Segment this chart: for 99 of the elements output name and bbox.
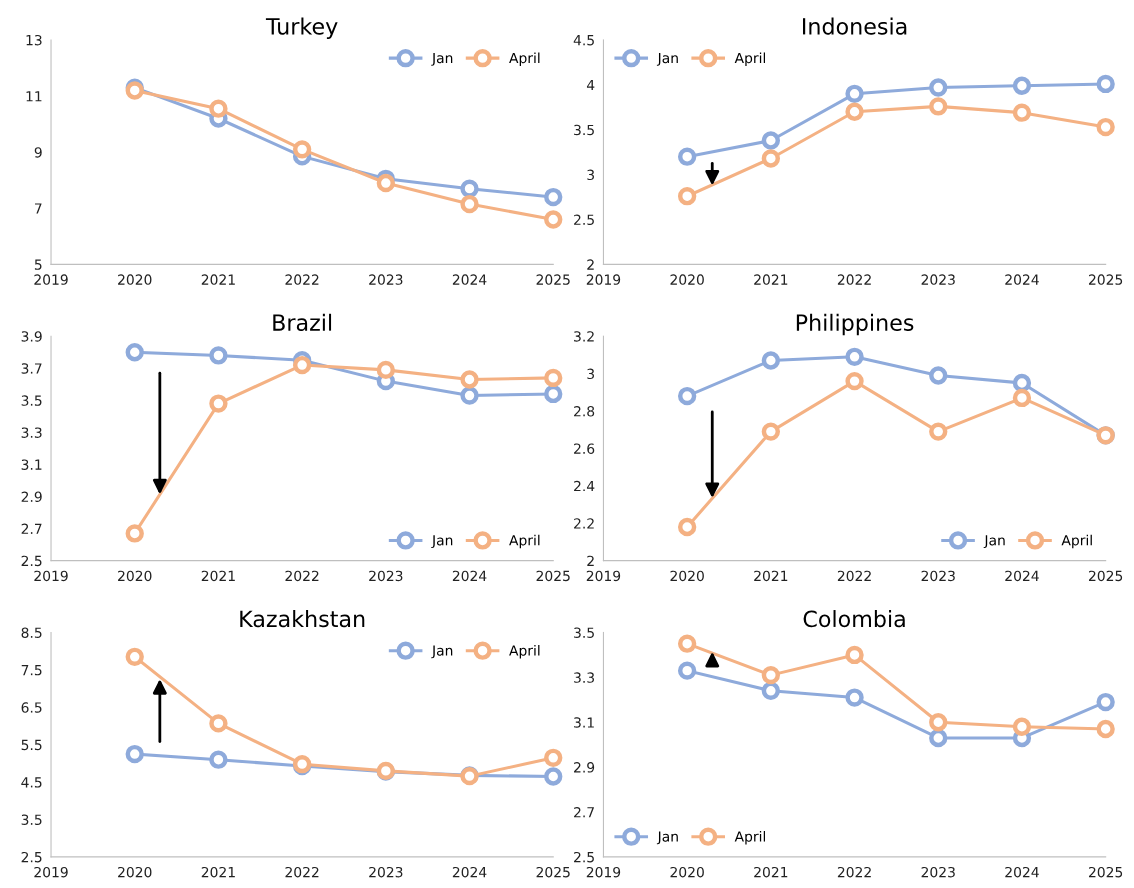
x-tick-label: 2024 xyxy=(1005,866,1039,878)
x-tick-label: 2023 xyxy=(369,570,403,582)
y-tick-label: 2 xyxy=(587,555,594,566)
x-tick-label: 2023 xyxy=(921,274,955,285)
y-tick-label: 2.4 xyxy=(574,480,595,492)
y-tick-label: 2.6 xyxy=(574,443,595,454)
x-tick-label: 2022 xyxy=(285,866,319,878)
x-tick-label: 2023 xyxy=(921,570,955,582)
y-tick-label: 4.5 xyxy=(21,777,42,788)
y-tick-label: 2.5 xyxy=(21,555,42,567)
x-tick-label: 2019 xyxy=(586,570,621,582)
y-tick-label: 2.7 xyxy=(21,523,42,534)
x-tick-label: 2020 xyxy=(670,274,704,285)
chart-title: Indonesia xyxy=(803,17,907,35)
x-tick-label: 2024 xyxy=(452,274,487,285)
y-tick-label: 9 xyxy=(34,147,42,158)
y-tick-label: 2.9 xyxy=(21,491,42,503)
x-tick-label: 2022 xyxy=(837,866,871,878)
legend-label: April xyxy=(509,52,540,66)
y-tick-label: 6.5 xyxy=(21,702,42,713)
x-tick-label: 2019 xyxy=(34,274,68,285)
x-tick-label: 2023 xyxy=(921,866,955,878)
y-tick-label: 2.5 xyxy=(574,851,594,863)
y-tick-label: 13 xyxy=(26,34,42,46)
legend-label: Jan xyxy=(656,52,678,66)
y-tick-label: 2.5 xyxy=(574,214,594,225)
x-tick-label: 2025 xyxy=(536,866,570,878)
legend-label: April xyxy=(734,830,766,845)
x-tick-label: 2024 xyxy=(1005,274,1039,285)
legend-label: Jan xyxy=(431,535,453,549)
x-tick-label: 2022 xyxy=(837,570,871,582)
x-tick-label: 2021 xyxy=(754,866,788,878)
chart-title: Philippines xyxy=(796,313,914,336)
x-tick-label: 2025 xyxy=(536,274,570,285)
x-tick-label: 2025 xyxy=(1088,866,1123,878)
x-tick-label: 2023 xyxy=(369,866,403,878)
x-tick-label: 2019 xyxy=(586,866,621,878)
chart-title: Brazil xyxy=(273,313,332,331)
x-tick-label: 2022 xyxy=(837,274,871,285)
y-tick-label: 11 xyxy=(26,91,42,102)
y-tick-label: 3.5 xyxy=(574,627,594,638)
y-tick-label: 8.5 xyxy=(21,627,42,638)
x-tick-label: 2025 xyxy=(536,570,570,582)
legend-label: April xyxy=(509,644,540,659)
x-tick-label: 2022 xyxy=(285,274,319,285)
y-tick-label: 7.5 xyxy=(21,665,42,676)
x-tick-label: 2019 xyxy=(34,570,68,582)
x-tick-label: 2019 xyxy=(586,274,621,285)
x-tick-label: 2025 xyxy=(1088,570,1123,582)
legend-label: April xyxy=(509,534,540,549)
y-tick-label: 4.5 xyxy=(573,35,594,46)
x-tick-label: 2021 xyxy=(754,570,788,582)
chart-title: Kazakhstan xyxy=(240,610,365,628)
y-tick-label: 2.2 xyxy=(574,518,594,529)
y-tick-label: 7 xyxy=(35,203,42,214)
x-tick-label: 2024 xyxy=(452,866,487,878)
x-tick-label: 2024 xyxy=(1005,570,1039,582)
legend-label: Jan xyxy=(656,831,678,845)
x-tick-label: 2020 xyxy=(118,570,152,582)
y-tick-label: 2 xyxy=(587,259,594,270)
legend-label: Jan xyxy=(431,645,453,659)
x-tick-label: 2021 xyxy=(201,866,235,878)
y-tick-label: 3.5 xyxy=(21,395,42,406)
y-tick-label: 3 xyxy=(587,368,594,380)
x-tick-label: 2021 xyxy=(201,274,235,285)
y-tick-label: 3.2 xyxy=(574,331,594,342)
legend-label: April xyxy=(734,52,766,66)
x-tick-label: 2020 xyxy=(670,866,704,878)
legend-label: Jan xyxy=(431,52,453,66)
x-tick-label: 2019 xyxy=(34,866,68,878)
y-tick-label: 5.5 xyxy=(21,739,42,751)
y-tick-label: 3 xyxy=(587,169,594,181)
y-tick-label: 5 xyxy=(34,259,42,270)
x-tick-label: 2020 xyxy=(118,274,152,285)
legend-label: Jan xyxy=(983,535,1005,549)
legend-label: April xyxy=(1061,534,1092,549)
chart-title: Turkey xyxy=(265,17,338,40)
y-tick-label: 3.1 xyxy=(21,459,42,470)
y-tick-label: 2.9 xyxy=(574,762,595,773)
x-tick-label: 2024 xyxy=(452,570,487,582)
chart-title: Colombia xyxy=(803,610,905,628)
y-tick-label: 3.3 xyxy=(574,672,594,683)
x-tick-label: 2022 xyxy=(285,570,319,582)
y-tick-label: 3.5 xyxy=(21,814,42,825)
x-tick-label: 2020 xyxy=(670,570,704,582)
x-tick-label: 2020 xyxy=(118,866,152,878)
y-tick-label: 3.3 xyxy=(21,427,42,438)
y-tick-label: 4 xyxy=(586,80,595,91)
y-tick-label: 3.1 xyxy=(574,717,594,728)
x-tick-label: 2021 xyxy=(754,274,788,285)
x-tick-label: 2021 xyxy=(201,570,235,582)
x-tick-label: 2023 xyxy=(369,274,403,285)
y-tick-label: 3.9 xyxy=(21,331,42,342)
y-tick-label: 2.5 xyxy=(21,851,42,863)
y-tick-label: 2.7 xyxy=(574,807,594,818)
y-tick-label: 2.8 xyxy=(574,406,595,417)
y-tick-label: 3.5 xyxy=(574,124,594,136)
y-tick-label: 3.7 xyxy=(21,363,42,374)
x-tick-label: 2025 xyxy=(1088,274,1123,285)
